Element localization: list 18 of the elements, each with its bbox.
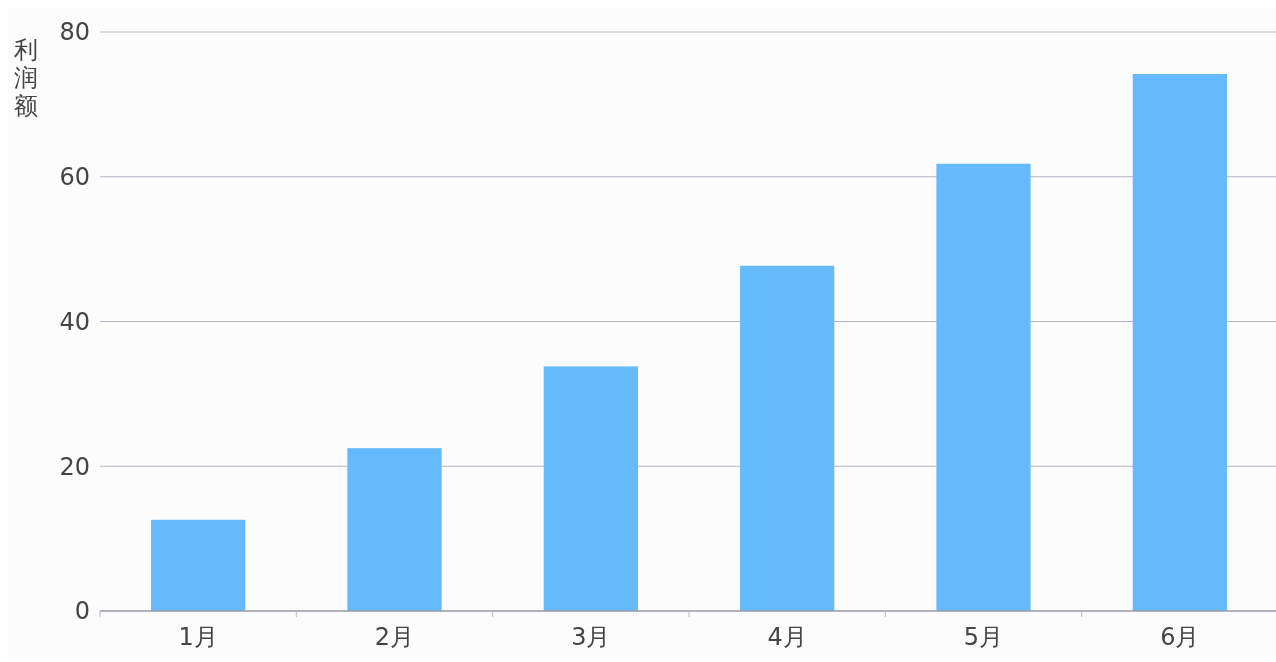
- bar: [543, 366, 638, 611]
- y-tick-label: 80: [59, 18, 90, 47]
- x-tick-label: 3月: [571, 623, 611, 651]
- bar: [1132, 73, 1227, 611]
- y-axis-title: 利润额: [14, 36, 38, 120]
- y-tick-label: 20: [59, 452, 90, 481]
- bar: [740, 265, 835, 611]
- y-tick-label: 60: [59, 163, 90, 192]
- bar: [151, 519, 246, 611]
- x-tick-label: 6月: [1160, 623, 1200, 651]
- x-tick-label: 4月: [767, 623, 807, 651]
- y-tick-label: 0: [74, 597, 90, 626]
- y-tick-label: 40: [59, 307, 90, 336]
- bar: [347, 448, 442, 611]
- x-tick-label: 2月: [374, 623, 415, 651]
- bar: [936, 163, 1031, 611]
- x-tick-label: 1月: [178, 623, 218, 651]
- x-tick-label: 5月: [963, 623, 1004, 651]
